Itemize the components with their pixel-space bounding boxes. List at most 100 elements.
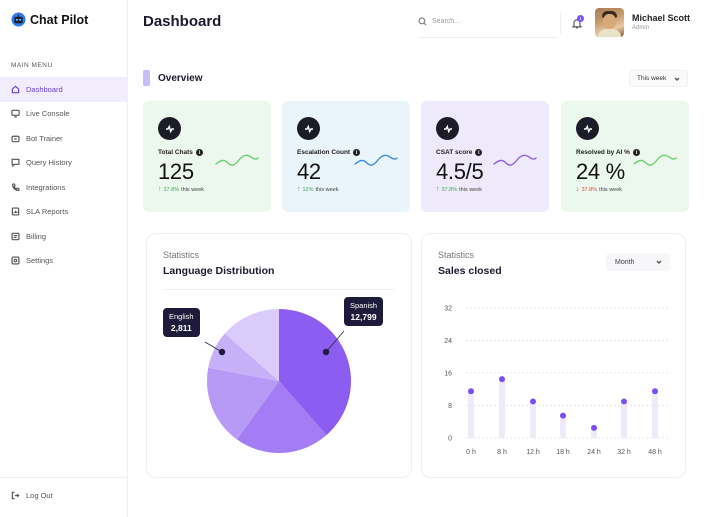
kpi-card: Resolved by AI % i 24 % ↓ 37.8% this week [561,101,689,212]
kpi-label-text: Total Chats [158,149,193,156]
info-icon[interactable]: i [632,149,640,156]
overview-title: Overview [158,73,203,84]
sales-point[interactable] [591,424,597,431]
month-dropdown-value: Month [615,258,635,266]
pie-slice-segment-2[interactable] [207,367,279,440]
language-pie-chart [204,309,351,453]
pulse-icon [576,117,599,140]
sales-bar [530,401,536,438]
user-name[interactable]: Michael Scott [632,13,691,23]
x-tick-label: 18 h [556,449,570,456]
sparkline [633,154,677,166]
kpi-label: CSAT score i [436,149,483,156]
sidebar-item-live-console[interactable]: Live Console [0,102,127,127]
brand-name: Chat Pilot [30,12,89,27]
tooltip-leader-line [325,330,345,353]
arrow-down-icon: ↓ [576,186,580,193]
sidebar-item-label: SLA Reports [26,207,69,217]
kpi-label: Total Chats i [158,149,203,156]
pie-slice-segment-4[interactable] [224,309,279,381]
sidebar-item-settings[interactable]: Settings [0,249,127,274]
sidebar-item-dashboard[interactable]: Dashboard [0,77,127,102]
sidebar-item-billing[interactable]: Billing [0,224,127,249]
sidebar-menu: Dashboard Live Console Bot Trainer Query… [0,77,127,273]
kpi-change-suffix: this week [599,186,623,193]
sales-point[interactable] [530,398,536,405]
bot-icon [11,135,20,142]
pie-slice-english[interactable] [208,333,279,381]
x-tick-label: 24 h [587,449,601,456]
pie-slice-segment-1[interactable] [236,381,327,453]
pulse-icon [436,117,459,140]
kpi-card: Total Chats i 125 ↑ 37.8% this week [143,101,271,212]
info-icon[interactable]: i [353,149,361,156]
sales-bar [560,415,566,438]
month-dropdown[interactable]: Month [606,253,670,271]
kpi-label-text: Resolved by AI % [576,149,630,156]
period-dropdown[interactable]: This week [629,70,688,87]
pulse-icon [297,117,320,140]
search-bar [418,14,558,38]
overview-accent-bar [143,70,150,86]
sales-point[interactable] [499,376,505,383]
sidebar-item-label: Billing [26,231,47,241]
sparkline [215,154,259,166]
y-tick-label: 8 [448,403,452,410]
sidebar-item-label: Query History [26,158,72,168]
pie-slice-spanish[interactable] [279,309,351,436]
tooltip-value: 2,811 [170,323,192,333]
y-tick-label: 16 [444,371,452,378]
x-tick-label: 12 h [526,449,540,456]
x-tick-label: 0 h [466,449,476,456]
user-role: Admin [632,25,650,31]
arrow-up-icon: ↑ [297,186,301,193]
search-input[interactable] [432,18,542,25]
logout-icon [11,491,20,499]
avatar[interactable] [595,8,624,37]
x-tick-label: 32 h [617,449,631,456]
sidebar-item-label: Bot Trainer [26,133,63,143]
sales-bar [499,379,505,438]
kpi-change: 37.8% [163,186,180,193]
info-icon[interactable]: i [475,149,483,156]
sidebar-item-sla-reports[interactable]: SLA Reports [0,200,127,225]
menu-section-title: MAIN MENU [11,62,53,69]
report-icon [11,207,20,216]
home-icon [11,85,20,93]
tooltip-english: English 2,811 [163,308,200,337]
sidebar-item-label: Integrations [26,182,66,192]
chat-icon [11,159,20,168]
kpi-change-suffix: this week [315,186,339,193]
sidebar: Chat Pilot MAIN MENU Dashboard Live Cons… [0,0,128,517]
logout-label: Log Out [26,490,53,500]
sidebar-item-bot-trainer[interactable]: Bot Trainer [0,126,127,151]
panel-supertitle: Statistics [163,250,200,260]
kpi-label-text: CSAT score [436,149,473,156]
sidebar-item-query-history[interactable]: Query History [0,151,127,176]
logout-button[interactable]: Log Out [0,488,127,502]
sidebar-item-label: Dashboard [26,84,63,94]
sales-point[interactable] [652,388,658,395]
brand[interactable]: Chat Pilot [11,12,88,27]
sales-point[interactable] [621,398,627,405]
chevron-down-icon [674,77,680,81]
sales-point[interactable] [468,388,474,395]
sidebar-item-label: Settings [26,256,54,266]
sales-bar [621,401,627,438]
sidebar-item-integrations[interactable]: Integrations [0,175,127,200]
phone-icon [12,183,20,191]
page-title: Dashboard [143,13,222,30]
sales-bar [652,391,658,438]
kpi-label: Escalation Count i [297,149,361,156]
kpi-value: 125 [158,159,194,184]
y-tick-label: 0 [448,436,452,443]
sales-point[interactable] [560,412,566,419]
notification-button[interactable]: 1 [571,15,584,29]
kpi-card: CSAT score i 4.5/5 ↑ 37.8% this week [421,101,549,212]
sales-chart: 0 8 16 24 32 0 h 8 h 12 h 18 h 24 h 32 h 48 h [444,306,670,456]
kpi-change: 37.8% [581,186,598,193]
info-icon[interactable]: i [195,149,203,156]
kpi-value: 4.5/5 [436,159,484,184]
tooltip-value: 12,799 [350,312,377,322]
kpi-value: 24 % [576,159,625,184]
